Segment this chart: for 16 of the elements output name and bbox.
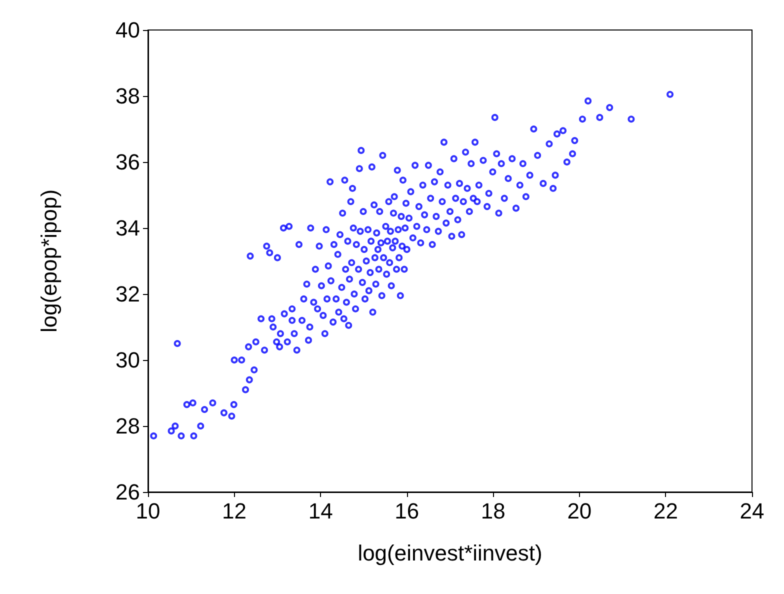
y-tick-label: 34: [116, 216, 140, 240]
y-tick-label: 28: [116, 414, 140, 438]
x-tick-label: 14: [308, 498, 333, 524]
y-tick-label: 30: [116, 348, 140, 372]
y-axis-title: log(epop*ipop): [36, 189, 62, 333]
x-tick-label: 18: [480, 498, 506, 524]
x-tick-label: 24: [740, 498, 764, 524]
x-tick-label: 16: [394, 498, 420, 524]
x-tick-label: 12: [222, 498, 247, 524]
x-tick-label: 20: [567, 498, 592, 524]
x-tick-label: 22: [653, 498, 678, 524]
x-axis-title: log(einvest*iinvest): [358, 540, 542, 566]
y-tick-label: 36: [116, 150, 140, 174]
y-tick-label: 38: [116, 84, 140, 108]
y-tick-label: 32: [116, 282, 140, 306]
y-tick-label: 40: [116, 18, 140, 42]
